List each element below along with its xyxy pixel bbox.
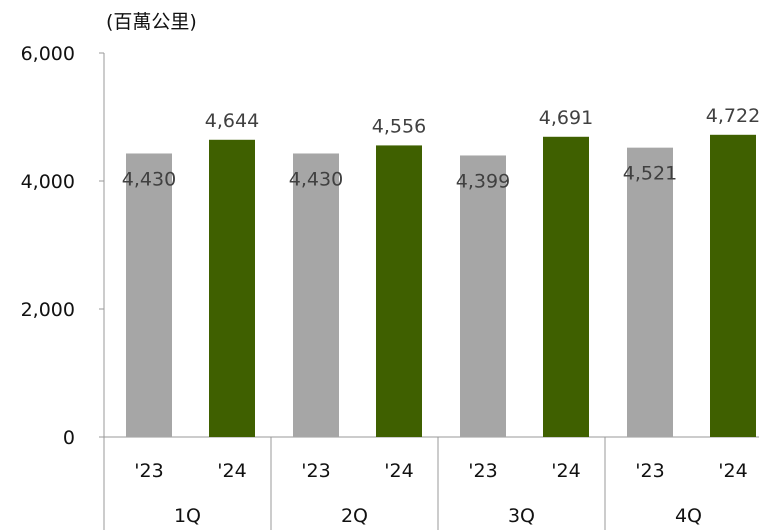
bar	[627, 148, 673, 437]
bar	[293, 153, 339, 437]
data-label: 4,521	[623, 163, 677, 185]
x-tick-label: '24	[217, 460, 246, 482]
data-label: 4,399	[456, 170, 510, 192]
bar	[710, 135, 756, 437]
data-label: 4,430	[289, 168, 343, 190]
data-label: 4,644	[205, 110, 259, 132]
y-tick-label: 4,000	[21, 171, 75, 193]
data-label: 4,556	[372, 115, 426, 137]
group-label: 2Q	[341, 505, 368, 527]
data-label: 4,430	[122, 168, 176, 190]
x-tick-label: '23	[301, 460, 330, 482]
group-label: 4Q	[675, 505, 702, 527]
x-tick-label: '23	[134, 460, 163, 482]
bar	[460, 155, 506, 437]
x-tick-label: '23	[635, 460, 664, 482]
data-label: 4,722	[706, 105, 759, 127]
group-label: 3Q	[508, 505, 535, 527]
x-tick-label: '24	[718, 460, 747, 482]
x-tick-label: '24	[551, 460, 580, 482]
x-tick-label: '24	[384, 460, 413, 482]
unit-label: (百萬公里)	[106, 11, 197, 33]
data-label: 4,691	[539, 107, 593, 129]
y-tick-label: 0	[63, 427, 75, 449]
y-tick-label: 2,000	[21, 299, 75, 321]
bar	[543, 137, 589, 437]
group-label: 1Q	[174, 505, 201, 527]
y-tick-label: 6,000	[21, 43, 75, 65]
bar	[209, 140, 255, 437]
bar	[376, 145, 422, 437]
bar	[126, 153, 172, 437]
x-tick-label: '23	[468, 460, 497, 482]
